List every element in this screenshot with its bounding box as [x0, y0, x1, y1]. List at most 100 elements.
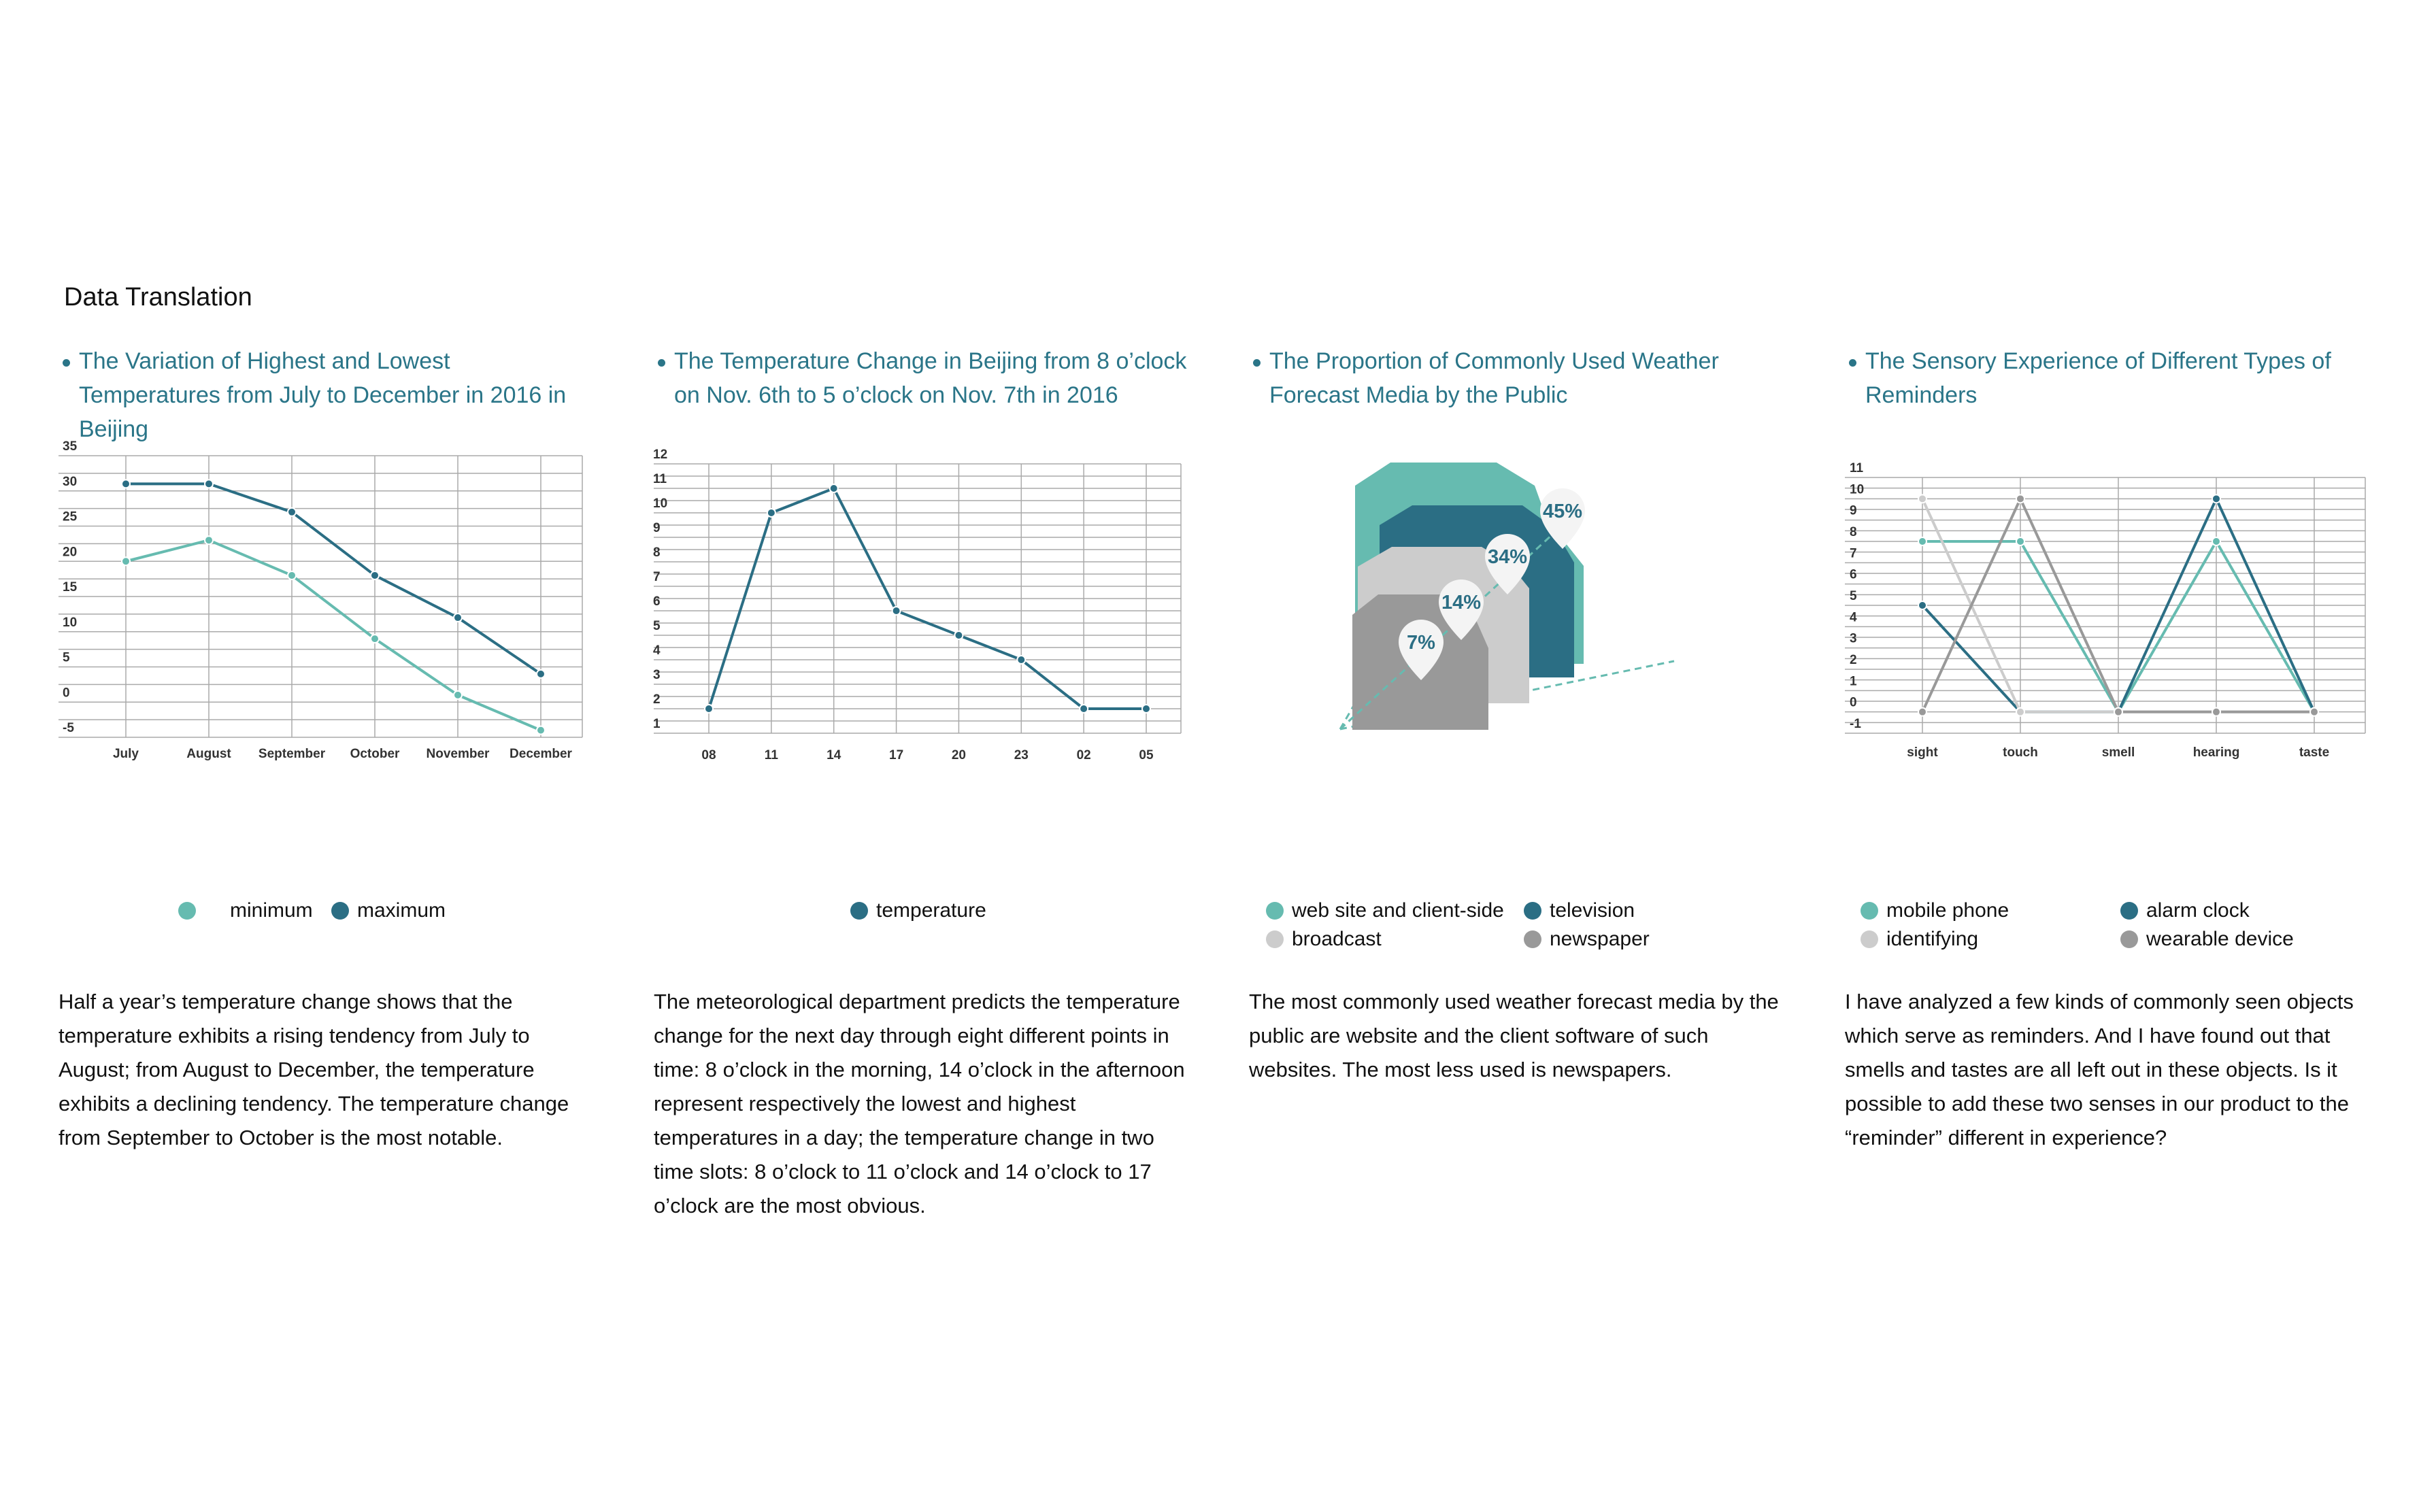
pin-marker-icon	[1485, 534, 1530, 594]
data-point	[1079, 704, 1089, 713]
data-point	[2212, 494, 2221, 504]
y-tick-label: 9	[653, 521, 661, 535]
x-tick-label: hearing	[2193, 745, 2240, 760]
x-tick-label: 11	[765, 748, 779, 762]
legend-dot-icon	[1861, 930, 1878, 948]
y-tick-label: 3	[1850, 632, 1857, 646]
y-tick-label: 2	[653, 692, 661, 707]
series-line	[125, 539, 541, 732]
chart-title: The Proportion of Commonly Used Weather …	[1269, 348, 1719, 408]
x-tick-label: 14	[827, 748, 841, 762]
grid	[1845, 477, 2366, 734]
legend-label: minimum	[230, 899, 313, 922]
y-tick-label: 25	[63, 510, 78, 524]
data-point	[954, 631, 964, 640]
data-point	[829, 484, 839, 493]
percent-pin-34: 34%	[1485, 534, 1530, 594]
y-tick-label: 5	[653, 619, 661, 633]
data-point	[2309, 707, 2319, 717]
data-point	[204, 535, 214, 545]
series-minimum	[121, 535, 546, 735]
y-tick-label: 10	[1850, 482, 1864, 497]
data-point	[704, 704, 714, 713]
legend-item-website: web site and client-side	[1266, 899, 1504, 922]
y-tick-label: 5	[63, 651, 70, 665]
y-tick-label: 5	[1850, 589, 1857, 603]
pie-chart-media-proportion: 45% 34% 14% 7%	[1339, 463, 1675, 730]
series-temperature	[704, 484, 1151, 713]
title-bullet-icon	[1253, 359, 1261, 367]
y-tick-label: 2	[1850, 653, 1857, 667]
data-point	[1918, 494, 1927, 504]
legend-item-temperature: temperature	[850, 899, 986, 922]
line-chart-sensory-experience: -1 0 1 2 3 4 5 6 7 8 9 10 11 sight touch smell hearing ta…	[1845, 461, 2366, 760]
legend-item-identifying: identifying	[1861, 928, 1978, 951]
panel-daily-temperature: The Temperature Change in Beijing from 8…	[653, 344, 1191, 1296]
x-tick-label: 20	[952, 748, 966, 762]
data-point	[453, 613, 463, 623]
data-point	[287, 570, 297, 580]
x-tick-label: 05	[1139, 748, 1154, 762]
panel-media-proportion: The Proportion of Commonly Used Weather …	[1249, 344, 1786, 1296]
legend-item-television: television	[1524, 899, 1635, 922]
legend-dot-icon	[1524, 902, 1541, 920]
x-tick-label: touch	[2003, 745, 2038, 760]
y-tick-label: 6	[653, 594, 661, 609]
x-tick-label: October	[350, 747, 400, 761]
y-tick-label: 0	[1850, 696, 1857, 710]
series-wearable-device	[1918, 494, 2319, 717]
data-point	[1918, 537, 1927, 546]
pin-marker-icon	[1540, 488, 1585, 549]
y-tick-label: 8	[653, 545, 661, 560]
dashed-guide-line	[1339, 660, 1675, 730]
x-tick-label: smell	[2102, 745, 2135, 760]
legend-label: identifying	[1886, 928, 1979, 950]
legend-dot-icon	[2120, 930, 2138, 948]
pin-marker-icon	[1439, 579, 1484, 640]
legend-label: broadcast	[1292, 928, 1382, 950]
data-point	[453, 690, 463, 700]
y-tick-label: 15	[63, 580, 78, 594]
legend-dot-icon	[1266, 930, 1284, 948]
data-point	[2212, 537, 2221, 546]
y-tick-label: 20	[63, 545, 77, 559]
data-point	[121, 556, 131, 567]
y-tick-label: 1	[653, 717, 661, 731]
legend-item-alarm-clock: alarm clock	[2120, 899, 2250, 922]
chart-description: Half a year’s temperature change shows t…	[59, 990, 569, 1149]
legend-item-wearable-device: wearable device	[2120, 928, 2294, 951]
x-tick-label: August	[186, 747, 231, 761]
legend-label: web site and client-side	[1292, 899, 1504, 922]
title-bullet-icon	[63, 359, 70, 367]
title-bullet-icon	[1849, 359, 1856, 367]
y-tick-label: 3	[653, 668, 661, 682]
y-tick-label: 4	[653, 643, 661, 658]
x-tick-label: sight	[1907, 745, 1938, 760]
legend-dot-icon	[850, 902, 868, 920]
chart-description: The most commonly used weather forecast …	[1249, 990, 1779, 1081]
data-point	[536, 725, 546, 735]
legend-item-broadcast: broadcast	[1266, 928, 1382, 951]
legend-label: mobile phone	[1886, 899, 2009, 922]
pin-label: 45%	[1543, 501, 1582, 522]
page-title: Data Translation	[64, 283, 252, 312]
y-tick-label: 7	[1850, 546, 1857, 560]
legend: minimum maximum	[59, 899, 596, 960]
y-tick-label: 6	[1850, 568, 1857, 582]
legend-label: maximum	[357, 899, 446, 922]
panel-sensory-experience: The Sensory Experience of Different Type…	[1845, 344, 2382, 1296]
legend-item-mobile-phone: mobile phone	[1861, 899, 2009, 922]
percent-pin-14: 14%	[1439, 579, 1484, 640]
series-maximum	[121, 479, 546, 679]
legend-label: wearable device	[2146, 928, 2294, 950]
legend-dot-icon	[331, 902, 349, 920]
y-tick-label: -1	[1850, 717, 1861, 731]
legend-item-minimum: minimum	[178, 899, 313, 922]
data-point	[536, 669, 546, 679]
data-point	[766, 508, 776, 518]
data-point	[1141, 704, 1151, 713]
chart-title: The Variation of Highest and Lowest Temp…	[79, 348, 567, 442]
percent-pin-45: 45%	[1540, 488, 1585, 549]
legend-item-newspaper: newspaper	[1524, 928, 1650, 951]
legend-label: alarm clock	[2146, 899, 2250, 922]
